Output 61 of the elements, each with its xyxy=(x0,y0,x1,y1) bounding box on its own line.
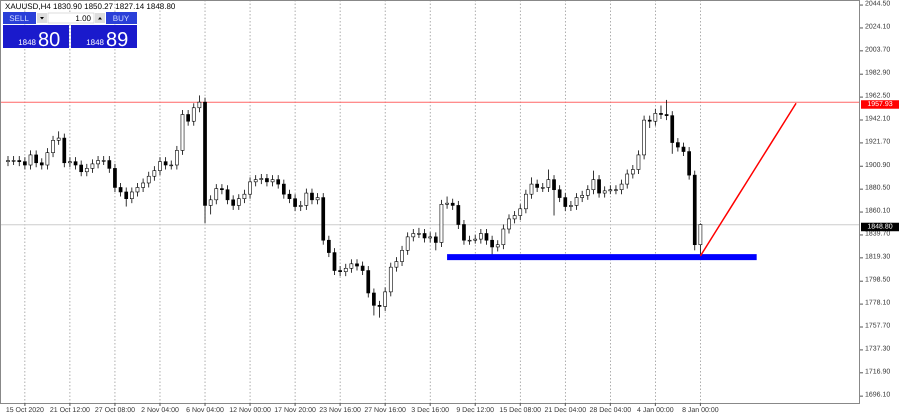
candlestick xyxy=(676,138,680,152)
candlestick xyxy=(654,108,658,126)
candlestick xyxy=(434,232,438,251)
candlestick xyxy=(344,263,348,277)
line-series xyxy=(700,102,797,257)
candlestick xyxy=(327,235,331,258)
candlestick xyxy=(502,224,506,250)
candlestick xyxy=(535,179,539,192)
candlestick xyxy=(625,169,630,189)
candlestick xyxy=(208,194,212,215)
candlestick xyxy=(304,188,308,210)
candlestick xyxy=(496,240,500,252)
annotation: 1.00 xyxy=(75,14,92,23)
candlestick xyxy=(40,158,44,170)
candlestick xyxy=(698,222,702,256)
candlestick xyxy=(186,110,190,126)
candlestick xyxy=(175,146,179,170)
chart-title: XAUUSD,H4 1830.90 1850.27 1827.14 1848.80 xyxy=(5,2,176,11)
candlestick xyxy=(192,102,196,126)
candlestick xyxy=(276,174,280,189)
candlestick xyxy=(6,156,10,167)
annotation: 89 xyxy=(106,29,128,51)
candlestick xyxy=(360,261,364,276)
candlestick xyxy=(17,156,22,167)
candlestick xyxy=(146,171,151,188)
candlestick xyxy=(558,184,562,202)
candlestick xyxy=(107,156,112,174)
candlestick xyxy=(456,200,460,230)
candlestick xyxy=(586,184,590,200)
candlestick xyxy=(214,184,218,205)
candlestick xyxy=(602,186,607,198)
candlestick xyxy=(518,204,522,220)
annotation: SELL xyxy=(9,14,30,23)
candlestick xyxy=(411,228,416,242)
candlestick xyxy=(406,232,410,256)
candlestick xyxy=(682,142,686,156)
annotation: 1848 xyxy=(86,38,105,47)
candlestick xyxy=(34,150,38,168)
candlestick xyxy=(231,194,236,210)
candlestick xyxy=(124,187,128,207)
candlestick xyxy=(563,192,568,212)
candlestick xyxy=(450,198,455,210)
candlestick xyxy=(152,166,156,182)
candlestick xyxy=(630,164,635,179)
candlestick xyxy=(428,232,432,243)
candlestick xyxy=(12,156,16,166)
candlestick xyxy=(479,228,483,244)
candlestick xyxy=(236,194,241,210)
candlestick xyxy=(298,200,303,212)
candlestick xyxy=(130,187,134,204)
annotation: 1848 xyxy=(18,38,37,47)
candlestick xyxy=(383,286,387,312)
annotation: BUY xyxy=(112,14,130,23)
candlestick xyxy=(580,190,584,202)
candlestick xyxy=(282,179,286,200)
candlestick xyxy=(687,146,691,180)
candlestick xyxy=(84,163,89,177)
annotation: 80 xyxy=(38,29,60,51)
candlestick xyxy=(79,160,84,177)
candlestick xyxy=(366,266,370,298)
candlestick xyxy=(259,174,264,184)
